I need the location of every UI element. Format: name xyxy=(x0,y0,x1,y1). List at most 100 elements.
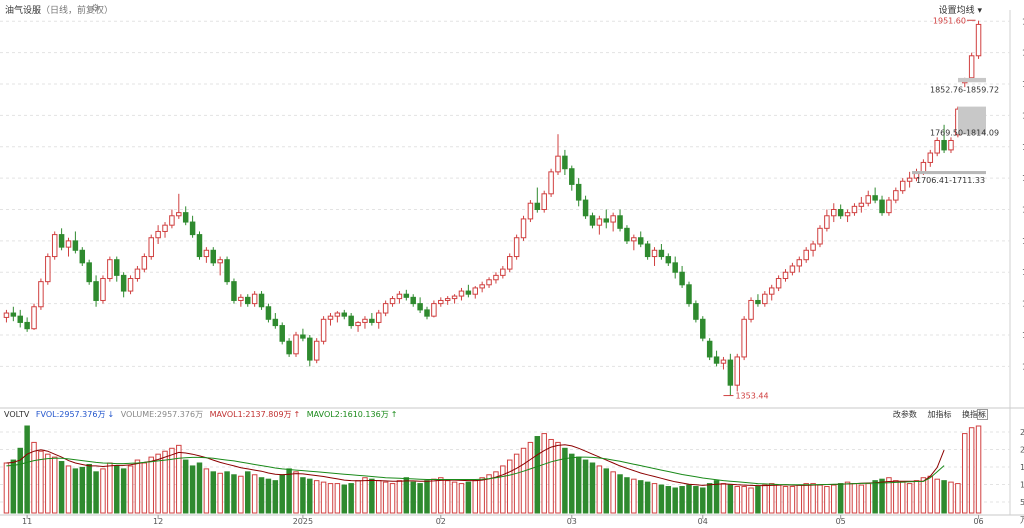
volume-bar xyxy=(596,465,603,514)
price-tick-label: 1900.00 xyxy=(1022,49,1024,58)
volume-bar xyxy=(403,477,410,514)
volume-bar xyxy=(796,484,803,514)
candle-body xyxy=(968,55,975,79)
candle-body xyxy=(534,202,541,210)
volume-bar xyxy=(741,486,747,514)
gap-label: 1852.76-1859.72 xyxy=(930,85,999,94)
candle-body xyxy=(334,312,341,317)
switch-indicator-button[interactable]: 换指标 xyxy=(962,410,986,419)
candle-body xyxy=(637,237,644,245)
close-icon[interactable]: × xyxy=(977,409,988,420)
volume-bar xyxy=(831,484,837,514)
candle-body xyxy=(589,215,596,226)
candle-body xyxy=(38,281,44,308)
candle-body xyxy=(355,321,361,327)
candle-body xyxy=(706,340,713,358)
candle-body xyxy=(941,139,947,151)
candle-body xyxy=(265,306,272,320)
volume-bar xyxy=(472,480,479,514)
volume-bar xyxy=(493,471,499,514)
volume-bar xyxy=(893,480,899,514)
volume-tick-label: 2958.00 xyxy=(1020,428,1024,437)
volume-bar xyxy=(513,453,520,514)
candle-body xyxy=(189,221,196,236)
candle-body xyxy=(520,218,527,239)
volume-bar xyxy=(541,433,547,514)
ma-setting-dropdown[interactable]: 设置均线 ▾ xyxy=(938,6,982,16)
candle-body xyxy=(251,293,258,305)
candle-body xyxy=(327,315,334,320)
add-indicator-button[interactable]: 加指标 xyxy=(927,410,952,419)
volume-bar xyxy=(224,471,230,514)
volume-bar xyxy=(706,483,713,514)
candle-body xyxy=(431,303,437,317)
candle-body xyxy=(286,340,292,355)
x-tick-label: 2025 xyxy=(293,517,313,526)
candle-body xyxy=(727,359,734,386)
volume-bar xyxy=(134,459,141,514)
volume-bar xyxy=(100,468,106,514)
volume-bar xyxy=(24,425,30,514)
candle-body xyxy=(403,293,410,298)
candle-body xyxy=(79,249,86,264)
candle-body xyxy=(624,227,630,242)
candle-body xyxy=(810,243,816,251)
candle-body xyxy=(700,318,706,339)
volume-bar xyxy=(465,481,472,514)
candle-body xyxy=(851,205,858,214)
volume-bar xyxy=(775,484,782,514)
candle-body xyxy=(720,359,727,364)
candle-body xyxy=(548,171,554,195)
candle-body xyxy=(837,209,844,217)
volume-bar xyxy=(506,459,513,514)
change-params-button[interactable]: 改参数 xyxy=(892,410,917,419)
candle-body xyxy=(555,155,561,173)
candle-body xyxy=(927,152,934,163)
volume-bar xyxy=(65,465,72,514)
mavol1-value: MAVOL1:2137.809万 ↑ xyxy=(209,410,301,419)
candle-body xyxy=(762,293,768,305)
volume-bar xyxy=(410,481,416,514)
volume-bar xyxy=(610,471,616,514)
volume-bar xyxy=(575,456,582,514)
candle-body xyxy=(155,230,161,239)
volume-bar xyxy=(369,478,375,514)
candle-body xyxy=(865,195,871,204)
candle-body xyxy=(672,262,678,273)
mavol2-value: MAVOL2:1610.136万 ↑ xyxy=(306,410,398,419)
volume-value: VOLUME:2957.376万 xyxy=(120,410,204,419)
gear-icon[interactable]: ⚙ xyxy=(91,3,100,14)
price-tick-label: 1800.00 xyxy=(1022,111,1024,120)
candle-body xyxy=(107,259,113,280)
volume-bar xyxy=(768,483,775,514)
candle-body xyxy=(610,215,616,223)
volume-bar xyxy=(51,456,58,514)
volume-bar xyxy=(720,483,727,514)
volume-bar xyxy=(886,477,892,514)
price-tick-label: 1850.00 xyxy=(1022,80,1024,89)
volume-bar xyxy=(865,483,871,514)
volume-bar xyxy=(913,480,920,514)
volume-bar xyxy=(665,486,672,514)
candle-body xyxy=(562,155,568,170)
candle-body xyxy=(934,139,940,154)
volume-bar xyxy=(251,474,258,514)
volume-bar xyxy=(79,466,86,514)
candle-body xyxy=(176,212,182,217)
volume-bar xyxy=(334,483,341,514)
candle-body xyxy=(596,218,603,226)
candle-body xyxy=(58,234,65,248)
candle-body xyxy=(513,237,520,258)
volume-bar xyxy=(693,486,699,514)
x-tick-label: 11 xyxy=(22,517,32,526)
volume-bar xyxy=(555,441,561,514)
volume-bar xyxy=(727,484,734,514)
volume-bar xyxy=(589,462,596,514)
volume-bar xyxy=(182,459,189,514)
volume-bar xyxy=(844,481,851,514)
candle-body xyxy=(389,298,396,305)
stock-name: 油气设服 xyxy=(5,6,42,16)
volume-bar xyxy=(734,486,740,514)
volume-bar xyxy=(245,471,251,514)
volume-bar xyxy=(975,425,982,514)
